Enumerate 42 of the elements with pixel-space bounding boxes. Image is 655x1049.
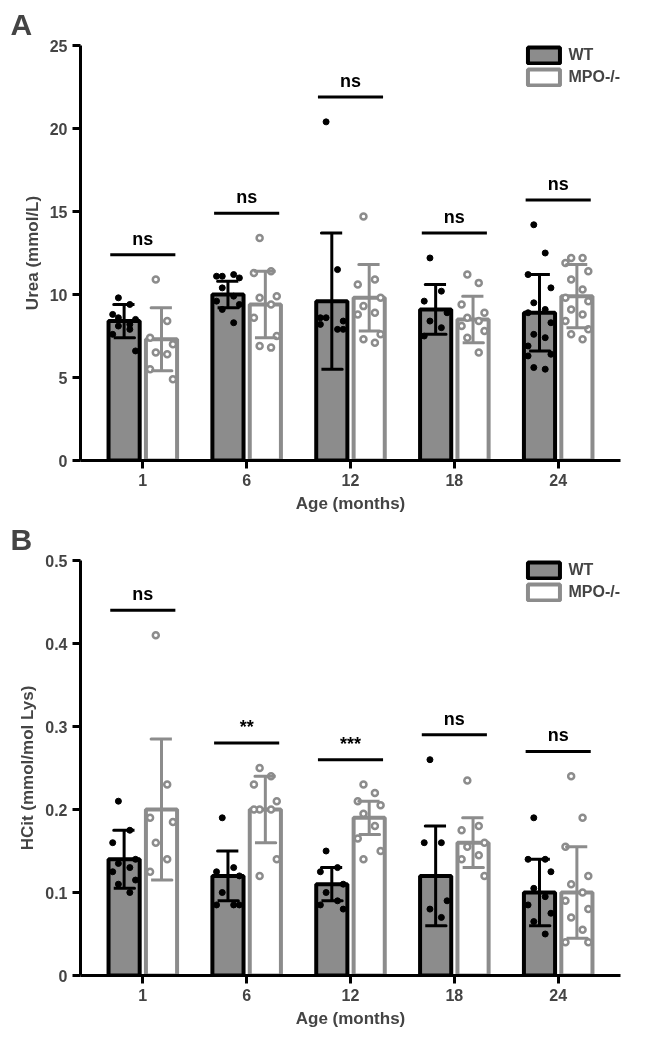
text: B (10, 522, 33, 556)
y-tick-label: 0 (58, 967, 68, 985)
x-tick-label: 18 (445, 471, 464, 489)
legend-label: MPO-/- (568, 68, 620, 86)
legend-label: WT (568, 46, 594, 64)
y-axis-title: HCit (mmol/mol Lys) (18, 685, 38, 851)
x-tick-label: 18 (445, 986, 464, 1004)
annotation: *** (339, 733, 362, 754)
y-tick-label: 0.3 (45, 718, 68, 736)
legend-label: WT (568, 561, 594, 579)
annotation: ns (340, 70, 362, 91)
x-tick-label: 12 (341, 986, 360, 1004)
legend-label: MPO-/- (568, 583, 620, 601)
x-tick-label: 1 (138, 986, 148, 1004)
y-tick-label: 0.1 (45, 884, 68, 902)
annotation: ns (547, 725, 569, 746)
y-tick-label: 0.4 (45, 635, 68, 653)
x-tick-label: 24 (549, 471, 568, 489)
text: A (10, 7, 33, 41)
annotation: ns (547, 173, 569, 194)
y-tick-label: 10 (49, 286, 68, 304)
annotation: ns (443, 207, 465, 228)
annotation: ns (443, 708, 465, 729)
x-axis-title: Age (months) (295, 1008, 406, 1028)
y-tick-label: 15 (49, 203, 68, 221)
annotation: ns (236, 187, 258, 208)
annotation: ns (132, 584, 154, 605)
y-tick-label: 0.5 (45, 552, 68, 570)
y-tick-label: 25 (49, 37, 68, 55)
x-axis-title: Age (months) (295, 493, 406, 513)
annotation: ** (239, 717, 254, 738)
x-tick-label: 6 (242, 986, 252, 1004)
x-tick-label: 6 (242, 471, 252, 489)
y-tick-label: 0.2 (45, 801, 68, 819)
x-tick-label: 24 (549, 986, 568, 1004)
x-tick-label: 1 (138, 471, 148, 489)
y-tick-label: 5 (58, 369, 68, 387)
y-tick-label: 20 (49, 120, 68, 138)
y-axis-title: Urea (mmol/L) (22, 195, 42, 311)
annotation: ns (132, 228, 154, 249)
x-tick-label: 12 (341, 471, 360, 489)
y-tick-label: 0 (58, 452, 68, 470)
